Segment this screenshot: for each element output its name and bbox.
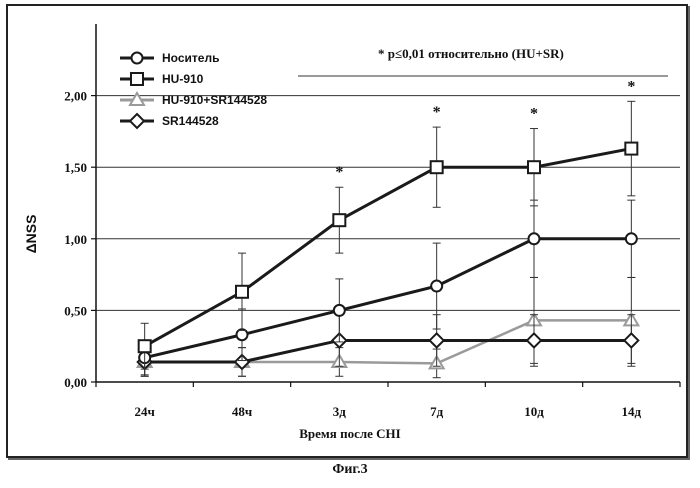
legend-item: HU-910 <box>120 72 204 86</box>
data-point <box>622 332 640 349</box>
data-point <box>527 160 541 175</box>
y-axis-title: ΔNSS <box>23 215 39 254</box>
series-diamond <box>136 314 640 377</box>
x-axis-title: Время после CHI <box>299 426 400 441</box>
significance-star: * <box>627 78 635 95</box>
y-tick-label: 0,00 <box>64 375 87 390</box>
data-point <box>430 279 444 293</box>
data-point <box>428 332 446 349</box>
legend-label: HU-910 <box>162 72 204 86</box>
legend-item: SR144528 <box>120 112 219 130</box>
legend-label: HU-910+SR144528 <box>162 93 267 107</box>
legend-marker <box>130 72 144 86</box>
data-point <box>624 141 639 156</box>
x-tick-label: 24ч <box>134 404 154 419</box>
legend-label: Носитель <box>162 51 219 65</box>
y-tick-label: 1,00 <box>64 232 87 247</box>
chart-frame: 0,00 0,50 1,00 1,50 2,00 24ч 48ч 3д 7д 10д 14д * * *… <box>6 4 688 458</box>
legend-item: HU-910+SR144528 <box>120 91 267 107</box>
x-tick-label: 48ч <box>232 404 252 419</box>
x-tick-label: 7д <box>430 404 444 419</box>
data-point <box>527 232 541 246</box>
data-point <box>332 303 346 317</box>
series-layer: * * * * <box>135 78 641 379</box>
x-tick-label: 10д <box>524 404 544 419</box>
y-tick-label: 0,50 <box>64 303 87 318</box>
x-tick-label: 14д <box>622 404 642 419</box>
data-point <box>233 353 251 371</box>
legend: Носитель HU-910 HU-910+SR144528 SR144528 <box>120 51 668 130</box>
series-line <box>143 147 632 348</box>
data-point <box>624 232 638 246</box>
series-line <box>144 338 632 364</box>
significance-star: * <box>433 104 441 121</box>
data-point <box>332 213 347 228</box>
series-line <box>144 237 632 360</box>
data-point <box>525 332 543 349</box>
x-tick-label: 3д <box>333 404 347 419</box>
series-square <box>137 100 639 370</box>
legend-marker <box>128 91 146 106</box>
y-tick-label: 1,50 <box>64 160 87 175</box>
legend-marker <box>128 112 146 130</box>
significance-star: * <box>530 106 538 123</box>
legend-item: Носитель <box>120 51 219 65</box>
data-point <box>137 339 152 354</box>
significance-star: * <box>335 164 343 181</box>
significance-note: * p≤0,01 относительно (HU+SR) <box>378 46 564 61</box>
data-point <box>235 284 249 299</box>
axis-layer: 0,00 0,50 1,00 1,50 2,00 24ч 48ч 3д 7д 10д 14д <box>64 24 681 419</box>
series-circle <box>138 199 638 376</box>
legend-label: SR144528 <box>162 114 219 128</box>
y-tick-label: 2,00 <box>64 89 87 104</box>
data-point <box>429 160 444 175</box>
figure-caption: Фиг.3 <box>332 462 368 477</box>
legend-marker <box>130 51 144 65</box>
